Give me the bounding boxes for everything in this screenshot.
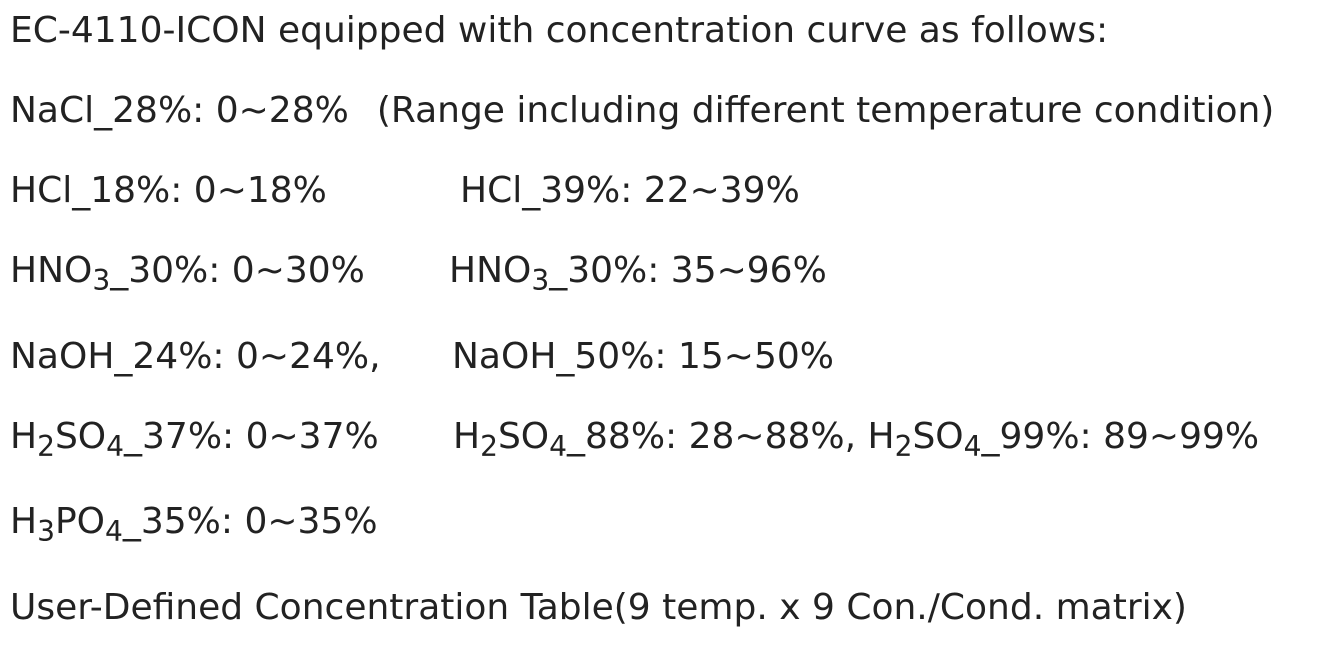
h2so4-37-so: SO <box>54 416 107 457</box>
hcl-18-name: HCl_18% <box>10 170 171 211</box>
hcl-39-range: : 22~39% <box>620 170 800 211</box>
hno3-a-formula-base: HNO <box>10 250 93 291</box>
nacl-range: : 0~28% <box>192 90 349 131</box>
h2so4-88-suffix: _88% <box>567 416 666 457</box>
hcl-18-range: : 0~18% <box>170 170 327 211</box>
nacl-note: (Range including different temperature c… <box>376 90 1275 131</box>
h2so4-88-99-entry: H2SO4_88%: 28~88%, H2SO4_99%: 89~99% <box>453 416 1260 461</box>
h2so4-37-entry: H2SO4_37%: 0~37% <box>10 416 379 461</box>
h3po4-h: H <box>10 501 38 542</box>
hno3-a-formula-suffix: _30% <box>110 250 209 291</box>
h2so4-88-range: : 28~88%, <box>665 416 857 457</box>
h2so4-37-sub1: 2 <box>37 429 55 463</box>
h3po4-suffix: _35% <box>122 501 221 542</box>
h2so4-37-h: H <box>10 416 38 457</box>
h2so4-99-so: SO <box>912 416 964 457</box>
hno3-b-formula-base: HNO <box>449 250 532 291</box>
hno3-30-entry-a: HNO3_30%: 0~30% <box>10 250 365 295</box>
h2so4-37-range: : 0~37% <box>222 416 379 457</box>
h3po4-range: : 0~35% <box>220 501 378 542</box>
hno3-b-subscript: 3 <box>531 263 550 297</box>
h2so4-99-range: : 89~99% <box>1079 416 1260 457</box>
hno3-b-formula-suffix: _30% <box>549 250 648 291</box>
naoh-50-range: : 15~50% <box>654 336 834 377</box>
hno3-a-subscript: 3 <box>92 263 111 297</box>
user-table-line: User-Defined Concentration Table(9 temp.… <box>10 588 1187 628</box>
h3po4-po: PO <box>54 501 105 542</box>
h2so4-37-sub2: 4 <box>106 429 125 463</box>
naoh-24-range: : 0~24%, <box>212 336 381 377</box>
h2so4-99-suffix: _99% <box>981 416 1080 457</box>
nacl-line: NaCl_28%: 0~28% (Range including differen… <box>10 91 1274 131</box>
naoh-50-entry: NaOH_50%: 15~50% <box>452 337 834 377</box>
naoh-24-name: NaOH_24% <box>10 336 213 377</box>
hno3-b-range: : 35~96% <box>647 250 827 291</box>
h3po4-sub2: 4 <box>105 514 123 548</box>
hno3-30-entry-b: HNO3_30%: 35~96% <box>449 250 827 295</box>
naoh-24-entry: NaOH_24%: 0~24%, <box>10 337 381 377</box>
h3po4-sub1: 3 <box>37 514 55 548</box>
intro-text: EC-4110-ICON equipped with concentration… <box>10 10 1109 51</box>
h2so4-88-sub2: 4 <box>549 429 568 463</box>
h2so4-99-sub1: 2 <box>894 429 913 463</box>
naoh-50-name: NaOH_50% <box>452 336 655 377</box>
user-table-text: User-Defined Concentration Table(9 temp.… <box>10 587 1187 628</box>
h2so4-88-sub1: 2 <box>480 429 498 463</box>
h2so4-99-sub2: 4 <box>963 429 982 463</box>
hcl-18-entry: HCl_18%: 0~18% <box>10 171 327 211</box>
h2so4-99-h: H <box>867 416 895 457</box>
h2so4-37-suffix: _37% <box>124 416 223 457</box>
nacl-name: NaCl_28% <box>10 90 193 131</box>
hcl-39-name: HCl_39% <box>460 170 621 211</box>
h2so4-88-so: SO <box>497 416 550 457</box>
h3po4-35-entry: H3PO4_35%: 0~35% <box>10 501 378 546</box>
hno3-a-range: : 0~30% <box>208 250 365 291</box>
intro-line: EC-4110-ICON equipped with concentration… <box>10 11 1108 51</box>
hcl-39-entry: HCl_39%: 22~39% <box>460 171 800 211</box>
h2so4-88-h: H <box>453 416 481 457</box>
